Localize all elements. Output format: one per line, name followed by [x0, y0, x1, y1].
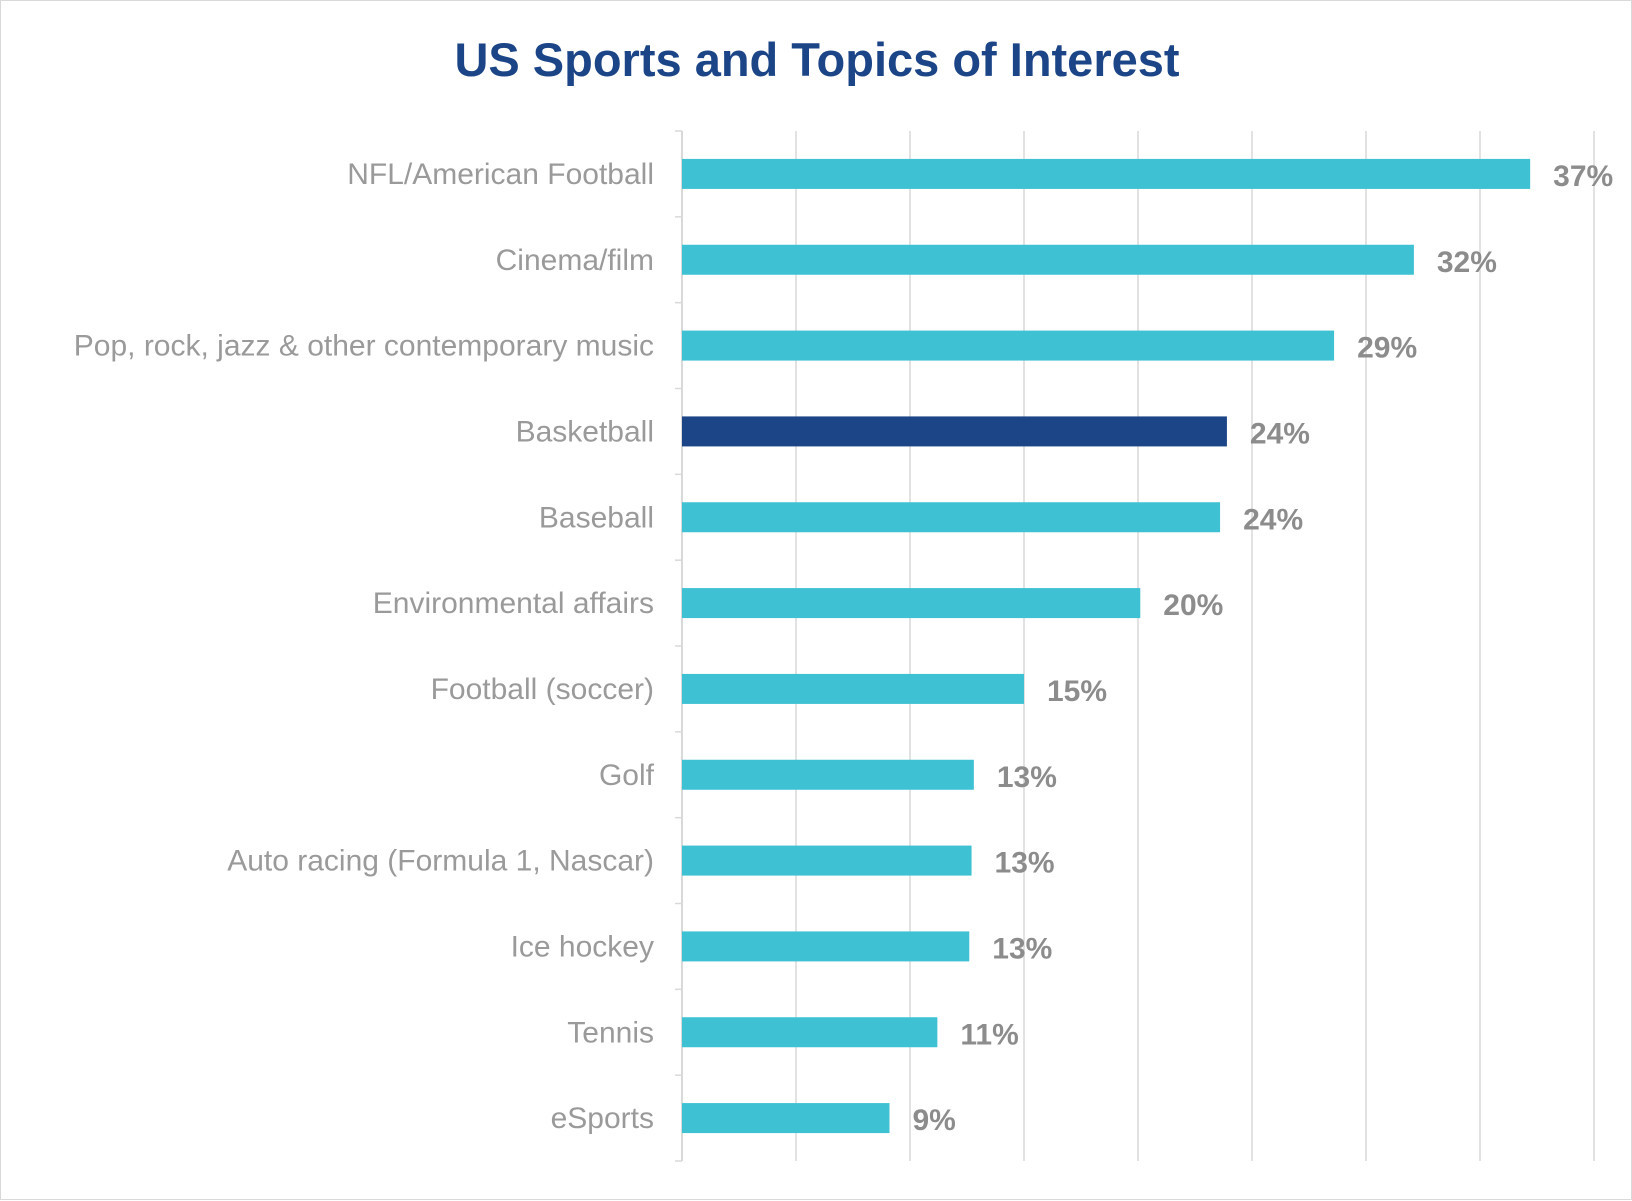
bar-6: [682, 673, 1024, 704]
value-label: 13%: [997, 761, 1057, 794]
category-label: Baseball: [539, 501, 654, 534]
value-label: 20%: [1163, 589, 1223, 622]
category-label: Football (soccer): [431, 673, 654, 706]
value-label: 32%: [1437, 246, 1497, 279]
bar-4: [682, 502, 1221, 533]
value-label: 13%: [995, 847, 1055, 880]
category-label: Ice hockey: [511, 930, 654, 963]
bar-0: [682, 158, 1531, 189]
category-label: Pop, rock, jazz & other contemporary mus…: [74, 330, 654, 363]
value-label: 9%: [912, 1104, 955, 1137]
bar-1: [682, 244, 1414, 275]
value-label: 29%: [1357, 332, 1417, 365]
category-label: Environmental affairs: [373, 587, 654, 620]
value-label: 13%: [992, 932, 1052, 965]
category-label: Basketball: [516, 415, 654, 448]
bar-11: [682, 1103, 890, 1134]
bar-5: [682, 588, 1141, 619]
value-labels: 37% 32% 29% 24% 24% 20% 15% 13% 13% 13% 11% 9%: [912, 160, 1613, 1137]
category-label: eSports: [551, 1102, 654, 1135]
bar-8: [682, 845, 972, 876]
bar-7: [682, 759, 974, 790]
category-label: NFL/American Football: [347, 158, 654, 191]
category-label: Tennis: [567, 1016, 654, 1049]
bar-10: [682, 1017, 938, 1048]
axis-ticks: [675, 130, 682, 1162]
value-label: 11%: [960, 1018, 1018, 1051]
grid-lines: [681, 131, 1595, 1161]
bar-2: [682, 330, 1335, 361]
value-label: 37%: [1553, 160, 1613, 193]
category-label: Golf: [599, 759, 655, 792]
bars: [682, 158, 1531, 1134]
category-labels: NFL/American Football Cinema/film Pop, roc…: [74, 158, 655, 1135]
chart-title: US Sports and Topics of Interest: [454, 33, 1179, 86]
category-label: Auto racing (Formula 1, Nascar): [227, 845, 654, 878]
bar-3: [682, 416, 1227, 447]
value-label: 15%: [1047, 675, 1107, 708]
value-label: 24%: [1243, 503, 1303, 536]
value-label: 24%: [1250, 417, 1310, 450]
category-label: Cinema/film: [496, 244, 654, 277]
bar-9: [682, 931, 970, 962]
